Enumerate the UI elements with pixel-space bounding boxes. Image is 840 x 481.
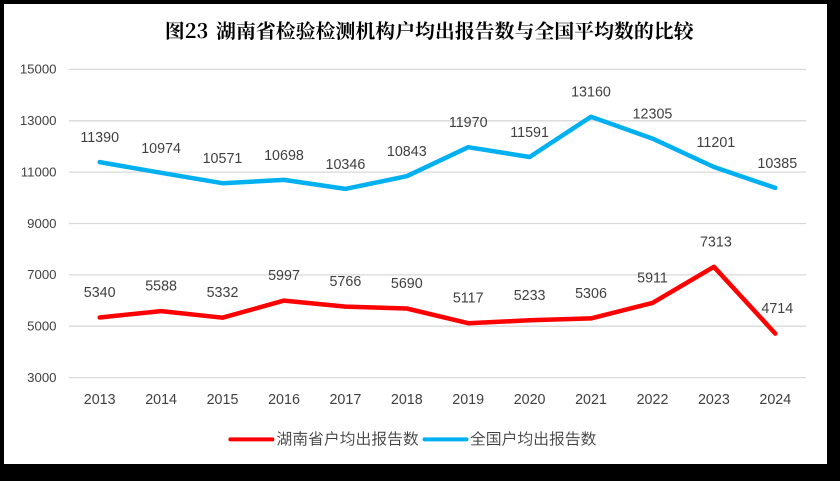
svg-text:2019: 2019 xyxy=(452,392,484,408)
svg-text:5690: 5690 xyxy=(391,276,423,292)
svg-text:5766: 5766 xyxy=(329,274,361,290)
svg-text:2022: 2022 xyxy=(637,392,669,408)
svg-text:2021: 2021 xyxy=(575,392,607,408)
svg-text:10843: 10843 xyxy=(387,144,427,160)
svg-text:2023: 2023 xyxy=(698,392,730,408)
svg-text:2016: 2016 xyxy=(268,392,300,408)
svg-text:13160: 13160 xyxy=(571,85,611,101)
svg-text:11390: 11390 xyxy=(80,130,119,146)
svg-text:7000: 7000 xyxy=(27,267,56,282)
svg-text:5117: 5117 xyxy=(453,291,484,307)
svg-text:2013: 2013 xyxy=(84,392,116,408)
svg-text:2014: 2014 xyxy=(145,392,177,408)
svg-text:5340: 5340 xyxy=(84,285,116,301)
svg-text:4714: 4714 xyxy=(761,301,793,317)
svg-text:10974: 10974 xyxy=(141,141,181,157)
svg-text:15000: 15000 xyxy=(20,62,57,77)
svg-text:5911: 5911 xyxy=(637,270,668,286)
svg-text:5997: 5997 xyxy=(268,268,300,284)
svg-text:2018: 2018 xyxy=(391,392,423,408)
svg-text:11201: 11201 xyxy=(697,135,736,151)
svg-text:11000: 11000 xyxy=(21,164,57,179)
svg-text:2024: 2024 xyxy=(759,392,791,408)
svg-text:7313: 7313 xyxy=(700,234,732,250)
svg-text:9000: 9000 xyxy=(27,216,56,231)
svg-text:10385: 10385 xyxy=(757,156,797,172)
svg-text:10698: 10698 xyxy=(264,148,304,164)
svg-text:5588: 5588 xyxy=(145,279,177,295)
svg-text:5233: 5233 xyxy=(514,288,546,304)
svg-text:5306: 5306 xyxy=(575,286,607,302)
svg-text:12305: 12305 xyxy=(633,107,673,123)
svg-text:2020: 2020 xyxy=(514,392,546,408)
svg-text:2017: 2017 xyxy=(329,392,361,408)
svg-text:10346: 10346 xyxy=(326,157,366,173)
svg-text:3000: 3000 xyxy=(27,370,56,385)
svg-text:13000: 13000 xyxy=(20,113,57,128)
svg-text:5000: 5000 xyxy=(27,319,56,334)
svg-text:11591: 11591 xyxy=(510,125,549,141)
svg-text:10571: 10571 xyxy=(203,151,243,167)
svg-text:2015: 2015 xyxy=(207,392,239,408)
svg-text:11970: 11970 xyxy=(449,115,488,131)
svg-text:5332: 5332 xyxy=(207,285,239,301)
